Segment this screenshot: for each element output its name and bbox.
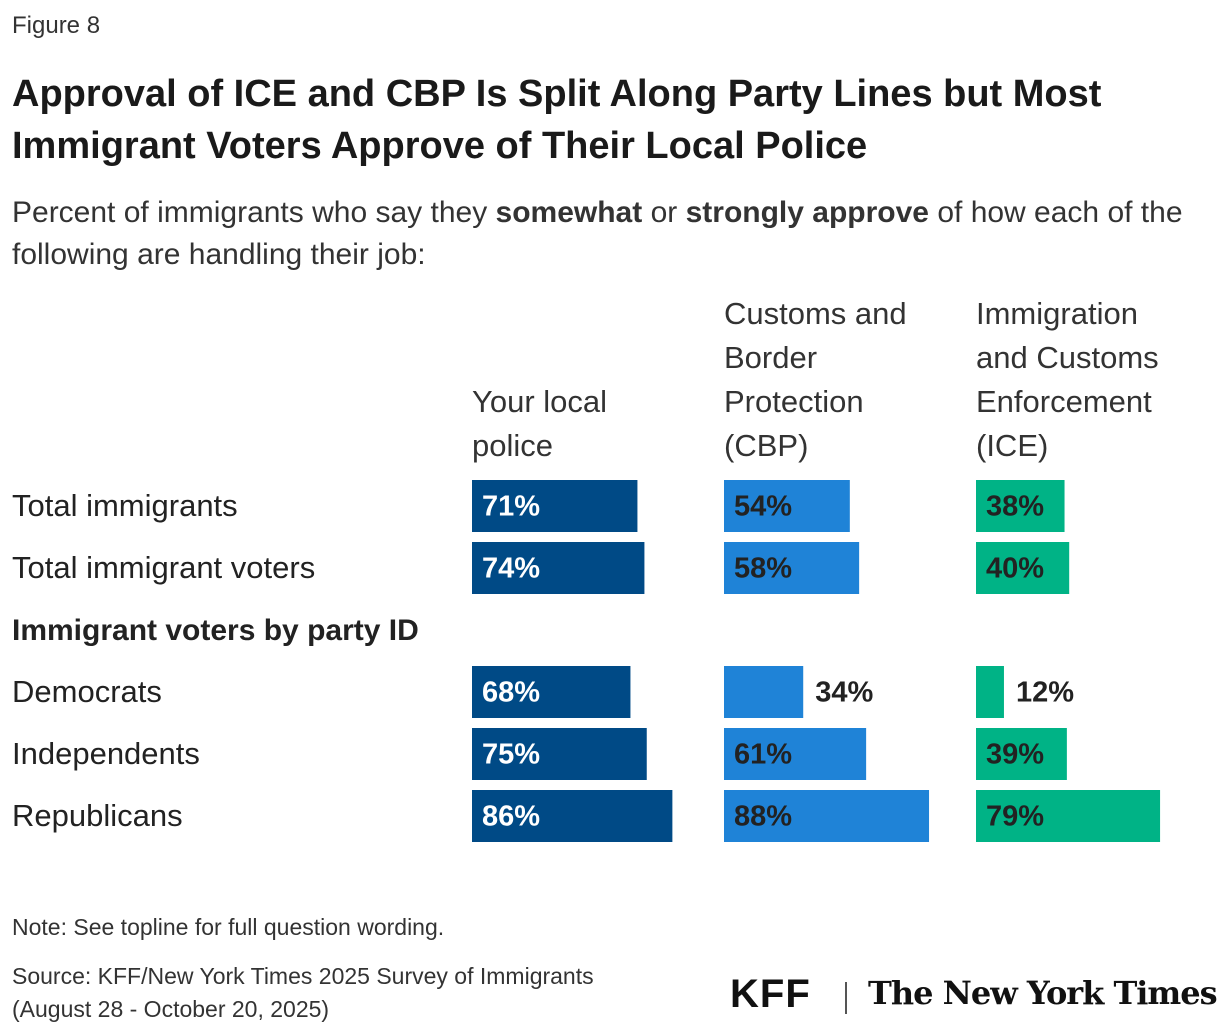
value-label: 12%	[1016, 677, 1074, 709]
logo: KFF	[730, 972, 811, 1016]
bar	[472, 480, 638, 532]
value-label: 34%	[815, 677, 873, 709]
bar	[724, 666, 804, 718]
value-label: 75%	[482, 739, 540, 771]
bar	[472, 666, 631, 718]
source-line: Source: KFF/New York Times 2025 Survey o…	[12, 963, 594, 989]
value-label: 58%	[734, 553, 792, 585]
row-label: Democrats	[12, 674, 162, 709]
bar	[976, 790, 1161, 842]
bar	[724, 728, 867, 780]
bar	[976, 480, 1065, 532]
value-label: 61%	[734, 739, 792, 771]
value-label: 74%	[482, 553, 540, 585]
bar	[472, 790, 673, 842]
series-header: Your local police	[472, 384, 608, 463]
bar	[724, 790, 930, 842]
subtitle-segment: somewhat	[495, 196, 643, 229]
row-label: Republicans	[12, 798, 183, 833]
value-label: 38%	[986, 491, 1044, 523]
value-label: 54%	[734, 491, 792, 523]
source-line: (August 28 - October 20, 2025)	[12, 996, 330, 1022]
note: Note: See topline for full question word…	[12, 914, 445, 940]
source: Source: KFF/New York Times 2025 Survey o…	[12, 960, 594, 1026]
value-label: 68%	[482, 677, 540, 709]
figure-label: Figure 8	[12, 12, 101, 39]
series-header: Immigration and Customs Enforcement (ICE…	[976, 296, 1159, 463]
bar	[724, 542, 860, 594]
subtitle-segment: or	[642, 196, 686, 229]
value-label: 88%	[734, 801, 792, 833]
bar	[976, 666, 1004, 718]
value-label: 39%	[986, 739, 1044, 771]
row-label: Independents	[12, 736, 200, 771]
subtitle-segment: strongly approve	[685, 196, 929, 229]
chart-title: Approval of ICE and CBP Is Split Along P…	[12, 73, 1102, 167]
bar	[976, 728, 1067, 780]
group-header: Immigrant voters by party ID	[12, 614, 419, 647]
bar	[472, 728, 647, 780]
subtitle-segment: of how each of the following are handlin…	[12, 196, 1183, 271]
logo-separator	[845, 982, 847, 1014]
value-label: 86%	[482, 801, 540, 833]
row-label: Total immigrants	[12, 488, 238, 523]
bar	[724, 480, 850, 532]
subtitle-segment: Percent of immigrants who say they	[12, 196, 496, 229]
chart-subtitle: Percent of immigrants who say they somew…	[12, 192, 1212, 276]
series-header: Customs and Border Protection (CBP)	[724, 296, 907, 463]
value-label: 71%	[482, 491, 540, 523]
logo: The New York Times	[868, 974, 1218, 1012]
bar	[976, 542, 1070, 594]
value-label: 79%	[986, 801, 1044, 833]
value-label: 40%	[986, 553, 1044, 585]
row-label: Total immigrant voters	[12, 550, 315, 585]
bar	[472, 542, 645, 594]
